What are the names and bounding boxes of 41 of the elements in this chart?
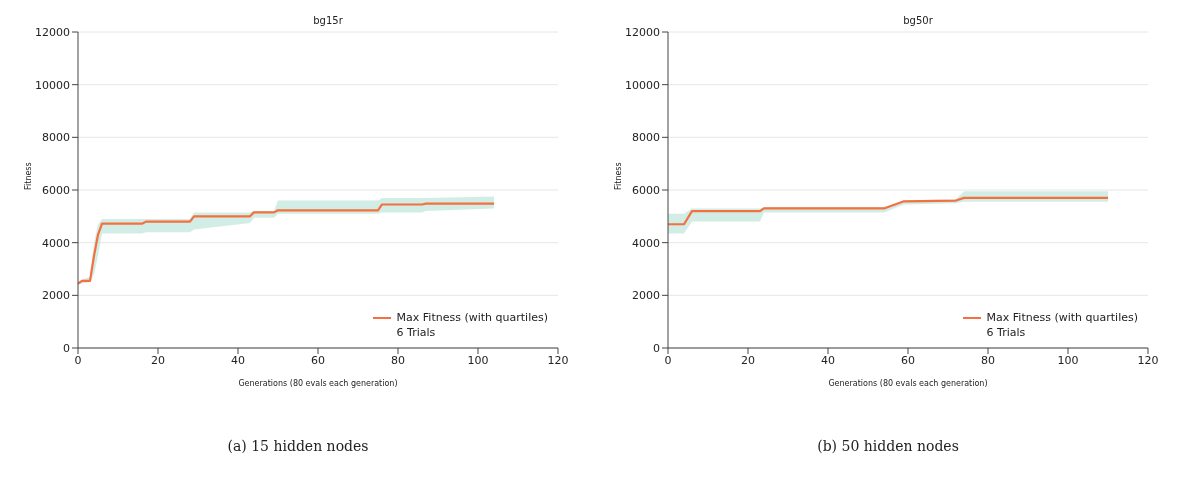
y-tick-label: 12000 <box>35 25 70 39</box>
annotation: 6 Trials <box>985 325 1027 340</box>
legend-label: Max Fitness (with quartiles) <box>986 310 1138 325</box>
y-tick-label: 4000 <box>632 236 660 250</box>
y-tick-label: 12000 <box>625 25 660 39</box>
y-tick-label: 0 <box>653 341 660 355</box>
x-axis-title: Generations (80 evals each generation) <box>238 379 398 388</box>
legend-label: Max Fitness (with quartiles) <box>396 310 548 325</box>
x-tick-label: 120 <box>547 353 569 367</box>
x-tick-label: 120 <box>1137 353 1159 367</box>
y-tick-label: 6000 <box>42 183 70 197</box>
annotation: 6 Trials <box>395 325 437 340</box>
x-tick-label: 80 <box>391 353 405 367</box>
text: (b) 50 hidden nodes <box>816 438 960 454</box>
y-axis-title: Fitness <box>613 162 623 190</box>
x-tick-label: 100 <box>1057 353 1079 367</box>
x-tick-label: 20 <box>151 353 165 367</box>
x-tick-label: 40 <box>231 353 245 367</box>
y-tick-label: 10000 <box>35 78 70 92</box>
chart-title: bg50r <box>903 15 934 26</box>
y-tick-label: 8000 <box>42 131 70 145</box>
x-tick-label: 20 <box>741 353 755 367</box>
chart-title: bg15r <box>313 15 344 26</box>
x-axis-title: Generations (80 evals each generation) <box>828 379 988 388</box>
text: (a) 15 hidden nodes <box>226 438 370 454</box>
x-tick-label: 0 <box>74 353 82 367</box>
x-tick-label: 60 <box>901 353 915 367</box>
y-tick-label: 10000 <box>625 78 660 92</box>
y-tick-label: 6000 <box>632 183 660 197</box>
y-tick-label: 2000 <box>42 289 70 303</box>
x-tick-label: 0 <box>664 353 672 367</box>
y-tick-label: 8000 <box>632 131 660 145</box>
y-tick-label: 0 <box>63 341 70 355</box>
y-tick-label: 2000 <box>632 289 660 303</box>
y-tick-label: 4000 <box>42 236 70 250</box>
x-tick-label: 100 <box>467 353 489 367</box>
x-tick-label: 40 <box>821 353 835 367</box>
x-tick-label: 80 <box>981 353 995 367</box>
line-series <box>668 196 1110 226</box>
y-axis-title: Fitness <box>23 162 33 190</box>
x-tick-label: 60 <box>311 353 325 367</box>
